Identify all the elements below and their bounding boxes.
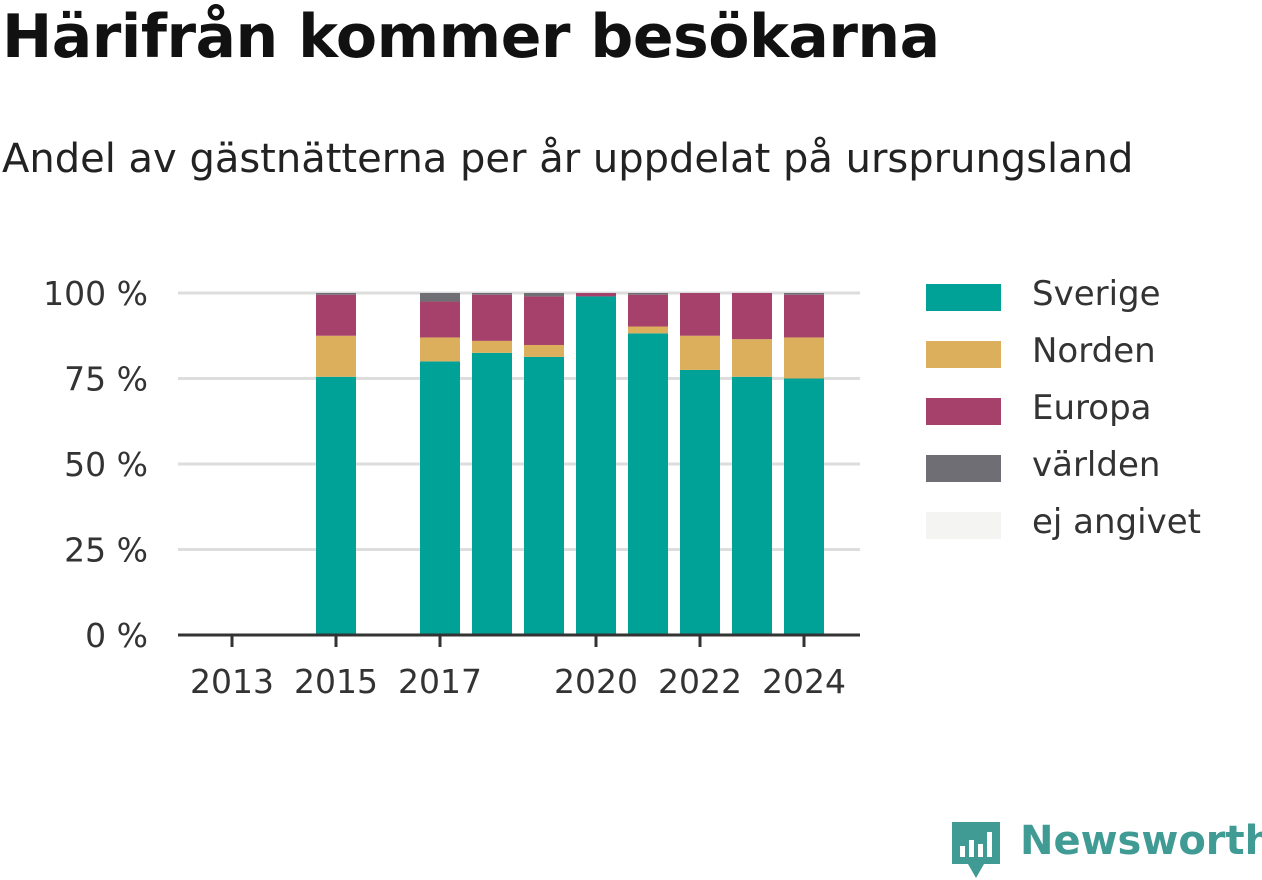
bar-segment (784, 293, 824, 295)
legend-label: Sverige (1032, 274, 1161, 314)
bar-segment (472, 340, 512, 353)
bar-segment (316, 335, 356, 377)
bar-segment (732, 339, 772, 377)
bars (316, 293, 824, 635)
legend-label: världen (1032, 445, 1161, 485)
bar-segment (420, 361, 460, 635)
legend-label: Norden (1032, 331, 1156, 371)
bar-segment (576, 296, 616, 635)
x-tick-label: 2020 (554, 662, 638, 701)
x-tick-label: 2017 (398, 662, 482, 701)
bar-segment (784, 294, 824, 338)
bar-segment (524, 296, 564, 345)
y-tick-label: 75 % (64, 360, 148, 399)
legend-swatch (926, 398, 1001, 425)
legend-swatch (926, 341, 1001, 368)
x-tick-label: 2015 (294, 662, 378, 701)
bar-segment (680, 369, 720, 635)
bar-segment (732, 293, 772, 340)
bar-segment (524, 356, 564, 635)
bar-segment (316, 293, 356, 295)
bar-segment (420, 301, 460, 338)
bar-segment (524, 344, 564, 357)
bar-segment (420, 337, 460, 362)
y-tick-label: 25 % (64, 531, 148, 570)
legend-label: Europa (1032, 388, 1152, 428)
bar-segment (680, 335, 720, 370)
axes: 0 % 25 % 50 % 75 % 100 % 2013 2015 2017 2020 2022… (43, 274, 860, 701)
brand-name: Newsworthy (1020, 818, 1262, 864)
bar-segment (784, 378, 824, 635)
bar-segment (628, 293, 668, 295)
newsworthy-logo-icon (952, 822, 1000, 878)
x-tick-label: 2022 (658, 662, 742, 701)
bar-segment (472, 352, 512, 635)
bar-segment (316, 376, 356, 635)
y-tick-label: 0 % (85, 616, 148, 655)
chart-title: Härifrån kommer besökarna (2, 2, 940, 72)
x-tick-label: 2013 (190, 662, 274, 701)
bar-segment (524, 293, 564, 297)
y-tick-label: 100 % (43, 274, 148, 313)
legend-label: ej angivet (1032, 502, 1201, 542)
bar-segment (472, 293, 512, 295)
bar-segment (784, 337, 824, 379)
chart-subtitle: Andel av gästnätterna per år uppdelat på… (2, 136, 1134, 182)
bar-segment (576, 293, 616, 297)
bar-segment (316, 294, 356, 336)
x-tick-label: 2024 (762, 662, 846, 701)
bar-segment (628, 326, 668, 334)
legend-swatch (926, 455, 1001, 482)
legend-swatch (926, 284, 1001, 311)
bar-segment (732, 376, 772, 635)
bar-segment (472, 294, 512, 341)
bar-segment (628, 294, 668, 327)
bar-segment (628, 333, 668, 635)
bar-segment (680, 293, 720, 336)
legend-swatch (926, 512, 1001, 539)
bar-segment (420, 293, 460, 302)
y-tick-label: 50 % (64, 445, 148, 484)
